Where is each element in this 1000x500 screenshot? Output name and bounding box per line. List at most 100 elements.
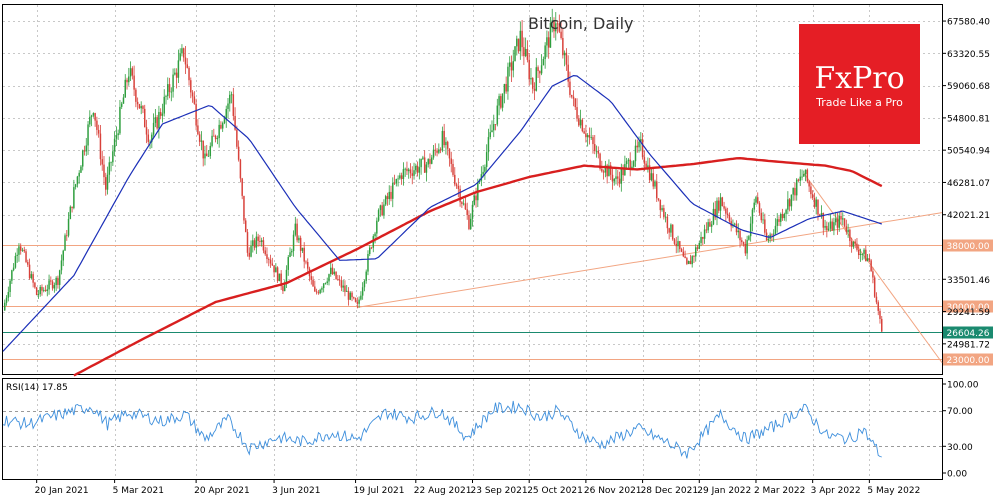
candle [55, 276, 57, 292]
candle [266, 247, 268, 264]
candle [360, 291, 362, 301]
candle [275, 263, 277, 273]
candle [135, 87, 137, 108]
horizontal-levels: 38000.00 30000.00 23000.00 26604.26 [3, 239, 993, 366]
candle [840, 210, 842, 225]
candle [119, 100, 121, 135]
x-axis: 20 Jan 2021 5 Mar 2021 20 Apr 2021 3 Jun 20… [35, 479, 920, 496]
candle [578, 115, 580, 127]
candle [324, 282, 327, 285]
candle [471, 200, 474, 227]
candle [716, 197, 718, 226]
candle [406, 161, 408, 175]
candle [650, 167, 653, 182]
candle [21, 247, 24, 252]
candle [413, 162, 415, 180]
last-price-tag [943, 326, 993, 339]
candle [865, 245, 867, 262]
candle [590, 127, 592, 140]
candle [776, 213, 778, 233]
candle [27, 259, 29, 267]
candle [416, 161, 419, 177]
candle [827, 222, 830, 232]
candle [484, 164, 486, 180]
candle [225, 105, 227, 128]
candle [427, 158, 429, 168]
candle [657, 198, 660, 202]
candle [656, 174, 658, 202]
candle [723, 201, 725, 211]
candle [718, 197, 720, 214]
candle [528, 53, 530, 86]
candle [870, 259, 872, 272]
candle [197, 119, 199, 136]
candle [383, 199, 385, 219]
candle [87, 121, 89, 155]
candle [338, 275, 341, 286]
candle [581, 118, 584, 133]
candle [5, 295, 8, 306]
candle [422, 155, 424, 160]
rsi-layer: 100.00 70.00 30.00 0.00 [2, 381, 979, 480]
candle [101, 150, 103, 171]
candle [390, 185, 392, 202]
candle [788, 198, 791, 212]
candle [707, 218, 709, 234]
candle [314, 280, 316, 293]
candle [462, 199, 465, 206]
candle [67, 212, 70, 238]
candle [741, 237, 743, 245]
candle [330, 261, 332, 277]
candle [833, 217, 835, 236]
candle [202, 140, 204, 167]
price-axis: 67580.40 63320.55 59060.68 54800.81 50540.94… [942, 18, 990, 350]
candle [230, 91, 233, 104]
candle [51, 279, 54, 291]
candle [393, 174, 396, 186]
candle [849, 228, 851, 247]
candle [749, 216, 752, 242]
candle [244, 218, 247, 233]
candle [866, 253, 869, 262]
candle [597, 146, 600, 159]
candle [237, 140, 240, 162]
candle [243, 195, 245, 225]
candle [236, 125, 238, 149]
candle [220, 121, 222, 130]
candle [259, 235, 261, 247]
x-tick-label-4: 19 Jul 2021 [354, 486, 405, 496]
candle [128, 67, 130, 86]
candle [282, 284, 284, 295]
candle [586, 133, 589, 147]
candle [353, 296, 355, 300]
candle [693, 254, 695, 263]
candle [106, 166, 109, 195]
candle [873, 275, 876, 298]
candle [641, 132, 644, 160]
candle [131, 66, 134, 80]
price-tick-label-9: 24981.72 [947, 340, 990, 350]
candle [96, 116, 98, 136]
candle [147, 129, 150, 145]
candle [737, 223, 739, 239]
candle [799, 169, 802, 186]
candle [881, 315, 883, 333]
candle [122, 94, 125, 104]
candle [301, 247, 304, 254]
candle [291, 248, 293, 256]
candle [181, 44, 183, 57]
candle [861, 253, 864, 261]
candle [526, 40, 529, 63]
candle [439, 147, 442, 154]
candle [803, 170, 805, 177]
x-tick-label-11: 2 Mar 2022 [754, 486, 805, 496]
candle [260, 237, 263, 247]
candle [105, 172, 107, 196]
candle [556, 20, 559, 34]
candle [647, 157, 649, 173]
candle [158, 105, 160, 139]
candle [434, 143, 437, 156]
candle [7, 286, 10, 302]
candle [565, 48, 568, 71]
candle [459, 185, 461, 207]
